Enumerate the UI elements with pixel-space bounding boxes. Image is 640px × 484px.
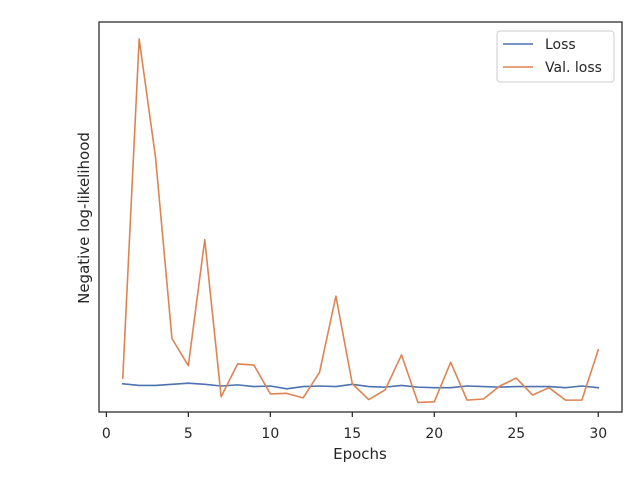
series-line-loss	[121, 382, 600, 390]
x-tick-label-5: 5	[184, 426, 193, 442]
x-tick-label-10: 10	[261, 426, 279, 442]
x-axis-label: Epochs	[333, 445, 387, 463]
x-tick-label-0: 0	[102, 426, 111, 442]
plot-background	[99, 22, 622, 412]
plot-area	[99, 22, 622, 412]
x-axis: 0 5 10 15 20 25 30	[102, 412, 607, 442]
legend: Loss Val. loss	[496, 30, 615, 83]
x-tick-label-25: 25	[507, 426, 525, 442]
legend-label-loss: Loss	[545, 37, 576, 53]
x-tick-label-15: 15	[343, 426, 361, 442]
y-axis-label: Negative log-likelihood	[75, 132, 93, 304]
x-tick-label-20: 20	[425, 426, 443, 442]
series-layer	[121, 38, 600, 404]
legend-label-val-loss: Val. loss	[545, 60, 602, 76]
axes-frame	[98, 21, 623, 413]
series-line-val-loss	[121, 38, 600, 404]
x-tick-label-30: 30	[589, 426, 607, 442]
